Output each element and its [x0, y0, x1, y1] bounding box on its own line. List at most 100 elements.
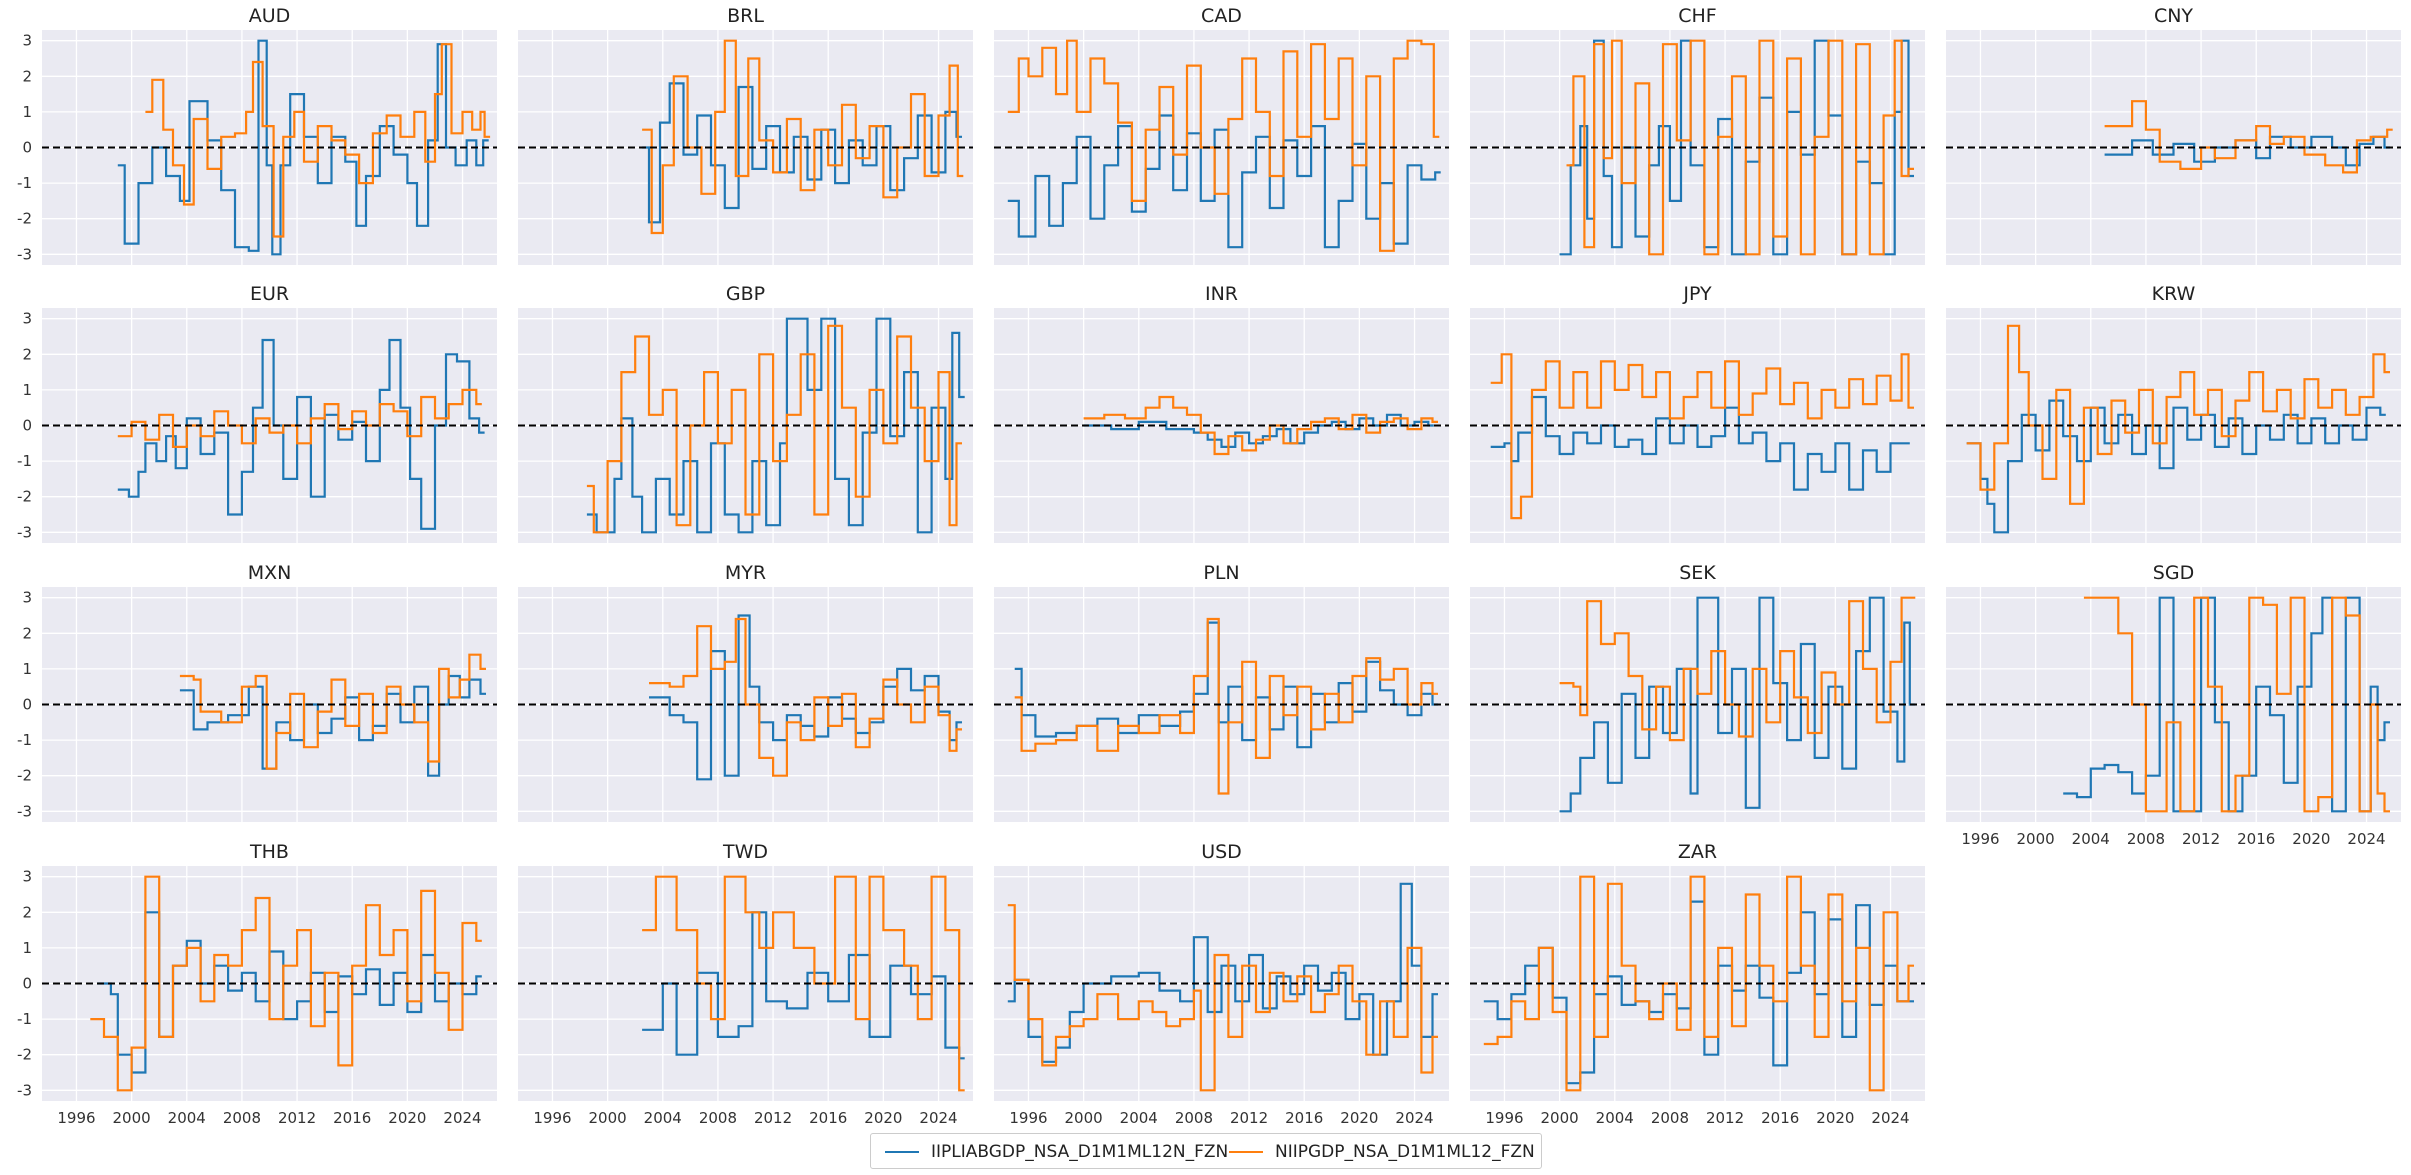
panel-title: GBP — [726, 283, 765, 305]
panel-twd: 1996 2000 2004 2008 2012 2016 2020 2024 TWD — [518, 841, 973, 1127]
panel-title: BRL — [727, 5, 764, 27]
y-tick-label: 2 — [22, 624, 32, 642]
panel-mxn: 3 2 1 0 -1 -2 -3 MXN — [17, 562, 497, 822]
series-line-niipgdp — [117, 388, 482, 448]
panel-title: CHF — [1678, 5, 1716, 27]
y-tick-label: 3 — [22, 32, 32, 50]
y-tick-label: 1 — [22, 381, 32, 399]
y-tick-label: -1 — [17, 452, 32, 470]
panel-title: JPY — [1682, 283, 1712, 305]
x-tick-label: 2004 — [2072, 830, 2110, 848]
x-tick-label: 2004 — [168, 1109, 206, 1127]
y-tick-label: 0 — [22, 139, 32, 157]
panel-chf: CHF — [1470, 5, 1925, 265]
panel-sek: SEK — [1470, 562, 1925, 822]
y-tick-label: 1 — [22, 939, 32, 957]
y-tick-label: 1 — [22, 660, 32, 678]
panel-thb: 3 2 1 0 -1 -2 -3 1996 2000 2004 2008 2012 2016 2020 20… — [17, 841, 497, 1127]
panel-sgd: SGD — [1946, 562, 2401, 822]
y-tick-label: 2 — [22, 67, 32, 85]
y-tick-label: -1 — [17, 1010, 32, 1028]
x-tick-label: 2008 — [1651, 1109, 1689, 1127]
series-line-iipliabgdp — [1559, 39, 1914, 256]
panel-gbp: GBP — [518, 283, 973, 543]
series-line-iipliabgdp — [1007, 882, 1438, 1063]
panel-title: AUD — [249, 5, 291, 27]
legend-swatch-orange — [1229, 1151, 1263, 1153]
x-tick-label: 1996 — [1009, 1109, 1047, 1127]
series-line-niipgdp — [1007, 39, 1440, 252]
x-tick-label: 1996 — [1485, 1109, 1523, 1127]
y-tick-label: -3 — [17, 1081, 32, 1099]
x-tick-label: 1996 — [57, 1109, 95, 1127]
series-line-niipgdp — [649, 617, 962, 777]
y-tick-label: -3 — [17, 802, 32, 820]
x-tick-label: 2020 — [864, 1109, 902, 1127]
series-line-iipliabgdp — [586, 317, 965, 534]
y-tick-label: 2 — [22, 903, 32, 921]
series-line-niipgdp — [1014, 617, 1438, 795]
x-tick-label: 2004 — [1596, 1109, 1634, 1127]
series-line-niipgdp — [145, 43, 491, 238]
x-tick-label: 2012 — [1706, 1109, 1744, 1127]
panel-jpy: JPY — [1470, 283, 1925, 543]
legend-label-series2: NIIPGDP_NSA_D1M1ML12_FZN — [1275, 1142, 1535, 1162]
series-line-niipgdp — [1566, 39, 1914, 256]
x-tick-label: 2012 — [278, 1109, 316, 1127]
series-line-niipgdp — [642, 875, 965, 1092]
series-line-niipgdp — [1083, 395, 1438, 456]
x-tick-label: 2008 — [223, 1109, 261, 1127]
panel-eur: 3 2 1 0 -1 -2 -3 EUR — [17, 283, 497, 543]
panel-title: USD — [1201, 841, 1242, 863]
panel-title: CAD — [1201, 5, 1242, 27]
series-line-iipliabgdp — [1083, 413, 1434, 448]
panel-aud: 3 2 1 0 -1 -2 -3 AUD — [17, 5, 497, 265]
legend: IIPLIABGDP_NSA_D1M1ML12N_FZN NIIPGDP_NSA… — [870, 1133, 1542, 1169]
x-tick-label: 2016 — [333, 1109, 371, 1127]
y-tick-label: 3 — [22, 868, 32, 886]
series-line-niipgdp — [2083, 596, 2390, 813]
y-tick-label: -3 — [17, 523, 32, 541]
x-tick-label: 1996 — [533, 1109, 571, 1127]
panel-cny: CNY — [1946, 5, 2401, 265]
panel-brl: BRL — [518, 5, 973, 265]
y-tick-label: -3 — [17, 245, 32, 263]
panel-title: TWD — [722, 841, 768, 863]
series-line-iipliabgdp — [117, 39, 489, 256]
panel-title: THB — [249, 841, 289, 863]
y-tick-label: 0 — [22, 975, 32, 993]
x-tick-label: 2020 — [2292, 830, 2330, 848]
y-tick-label: 2 — [22, 345, 32, 363]
panel-inr: INR — [994, 283, 1449, 543]
x-tick-label: 2008 — [2127, 830, 2165, 848]
x-tick-label: 2012 — [1230, 1109, 1268, 1127]
legend-item-series1: IIPLIABGDP_NSA_D1M1ML12N_FZN — [885, 1134, 1228, 1170]
panel-title: SGD — [2153, 562, 2194, 584]
legend-swatch-blue — [885, 1151, 919, 1153]
x-tick-label: 2008 — [699, 1109, 737, 1127]
y-tick-label: 0 — [22, 417, 32, 435]
series-line-niipgdp — [586, 324, 962, 534]
panel-zar: 1996 2000 2004 2008 2012 2016 2020 2024 ZAR — [1470, 841, 1925, 1127]
panel-pln: PLN — [994, 562, 1449, 822]
panel-title: INR — [1205, 283, 1238, 305]
panel-krw: KRW — [1946, 283, 2401, 543]
panel-title: MXN — [248, 562, 292, 584]
y-tick-label: 1 — [22, 103, 32, 121]
x-tick-label: 2016 — [1285, 1109, 1323, 1127]
series-line-iipliabgdp — [1490, 395, 1910, 491]
y-tick-label: -1 — [17, 731, 32, 749]
x-tick-label: 2000 — [589, 1109, 627, 1127]
series-line-niipgdp — [1483, 875, 1914, 1092]
series-line-niipgdp — [1007, 904, 1438, 1092]
x-tick-label: 2024 — [1395, 1109, 1433, 1127]
x-tick-label: 2004 — [1120, 1109, 1158, 1127]
x-tick-label: 2016 — [1761, 1109, 1799, 1127]
panel-title: ZAR — [1678, 841, 1717, 863]
x-tick-label: 2000 — [113, 1109, 151, 1127]
y-tick-label: -2 — [17, 488, 32, 506]
x-tick-label: 2008 — [1175, 1109, 1213, 1127]
panel-myr: MYR — [518, 562, 973, 822]
x-tick-label: 2000 — [1065, 1109, 1103, 1127]
x-tick-label: 2024 — [2347, 830, 2385, 848]
